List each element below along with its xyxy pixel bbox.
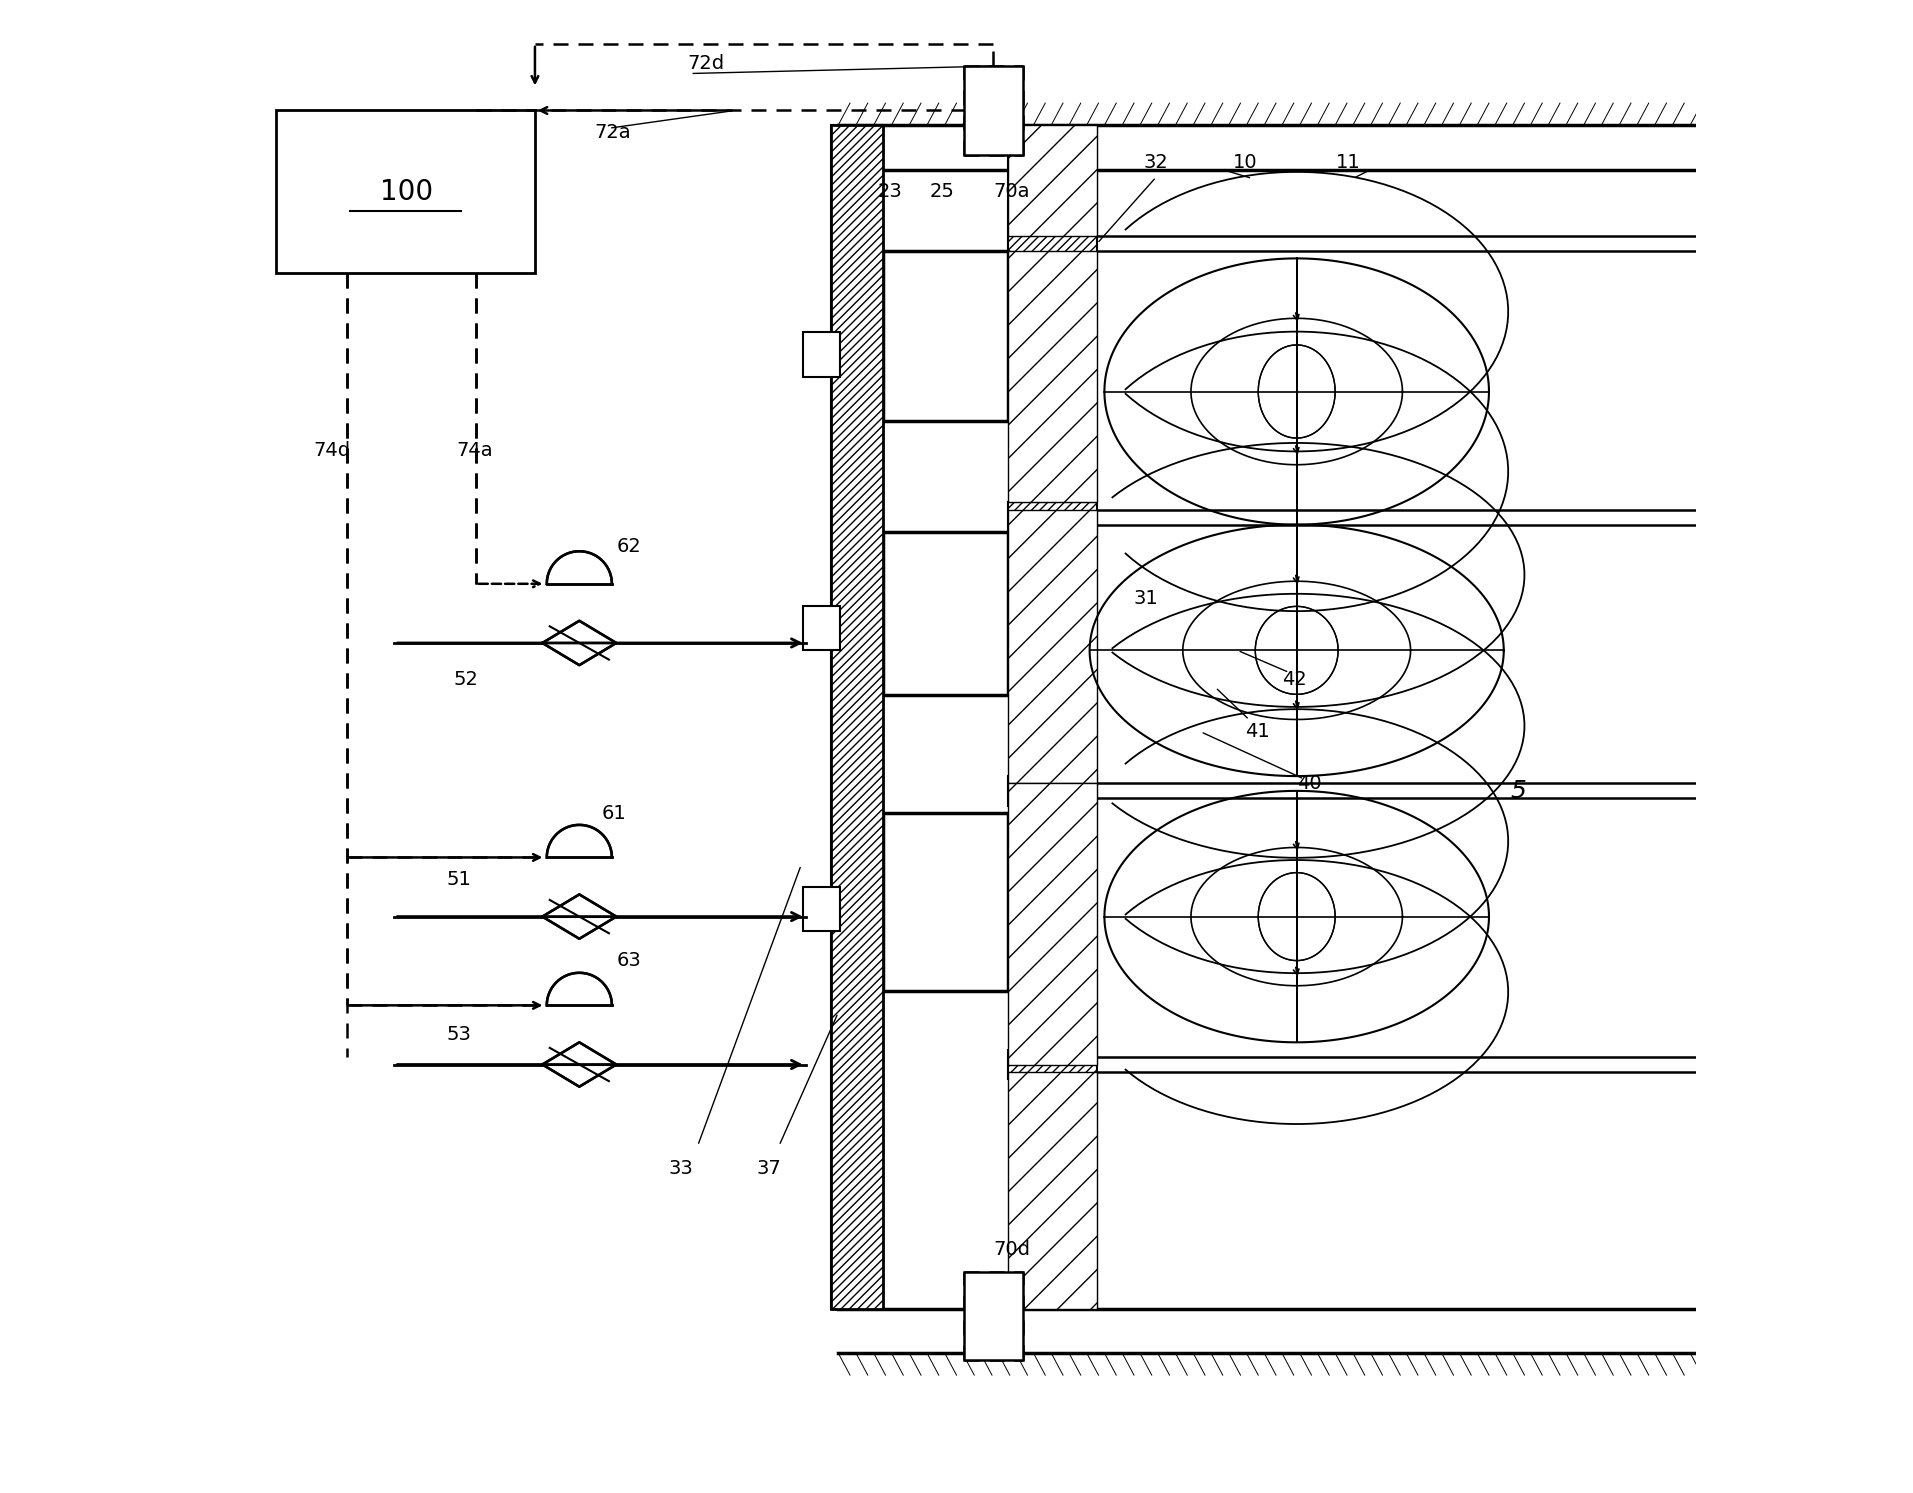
Bar [1008,333,1044,349]
Text: 70a: 70a [993,182,1029,202]
Polygon shape [543,894,616,939]
Bar [1008,314,1044,331]
Text: 74a: 74a [457,440,494,460]
Text: 51: 51 [446,870,471,890]
Bar [1008,1280,1096,1308]
Bar [830,125,882,1308]
Bar [1008,509,1096,784]
Polygon shape [547,551,612,584]
Text: 32: 32 [1144,152,1169,172]
Bar [830,125,882,1308]
Bar [1008,125,1096,236]
Bar [803,333,840,376]
Bar [803,606,840,651]
Bar [1008,1072,1096,1308]
Text: 52: 52 [453,670,478,690]
Bar [1008,370,1044,388]
Text: 37: 37 [758,1159,782,1178]
Text: 25: 25 [930,182,955,202]
Text: 11: 11 [1335,152,1360,172]
Bar [803,887,840,932]
Polygon shape [547,973,612,1005]
Bar [275,110,536,273]
Bar [882,814,1008,990]
Text: 70d: 70d [993,1239,1031,1259]
Text: 72d: 72d [687,54,725,73]
Polygon shape [547,826,612,857]
Bar [1008,275,1044,293]
Bar [1008,251,1096,503]
Polygon shape [543,1042,616,1087]
Text: 31: 31 [1134,590,1159,608]
Bar [1008,390,1044,408]
Text: 100: 100 [379,178,432,206]
Text: 42: 42 [1282,670,1307,690]
Bar [1008,294,1044,312]
Polygon shape [543,621,616,666]
Text: 33: 33 [668,1159,693,1178]
Bar [1008,1050,1096,1079]
Bar [882,251,1008,421]
Text: 72a: 72a [595,122,631,142]
Bar [1008,351,1044,369]
Bar [1008,776,1096,806]
Text: 5: 5 [1511,779,1527,803]
Text: 41: 41 [1245,723,1270,741]
Text: 62: 62 [616,537,641,557]
Text: 61: 61 [601,803,626,823]
Text: 10: 10 [1232,152,1257,172]
Text: 74d: 74d [314,440,350,460]
Bar [1008,125,1096,258]
Text: 53: 53 [446,1026,471,1045]
Bar [964,66,1023,155]
Text: 23: 23 [878,182,903,202]
Bar [1008,255,1044,273]
Bar [882,532,1008,694]
Bar [1008,784,1096,1065]
Bar [1008,503,1096,532]
Text: 63: 63 [616,951,641,970]
Bar [964,1272,1023,1360]
Text: 40: 40 [1297,773,1322,793]
